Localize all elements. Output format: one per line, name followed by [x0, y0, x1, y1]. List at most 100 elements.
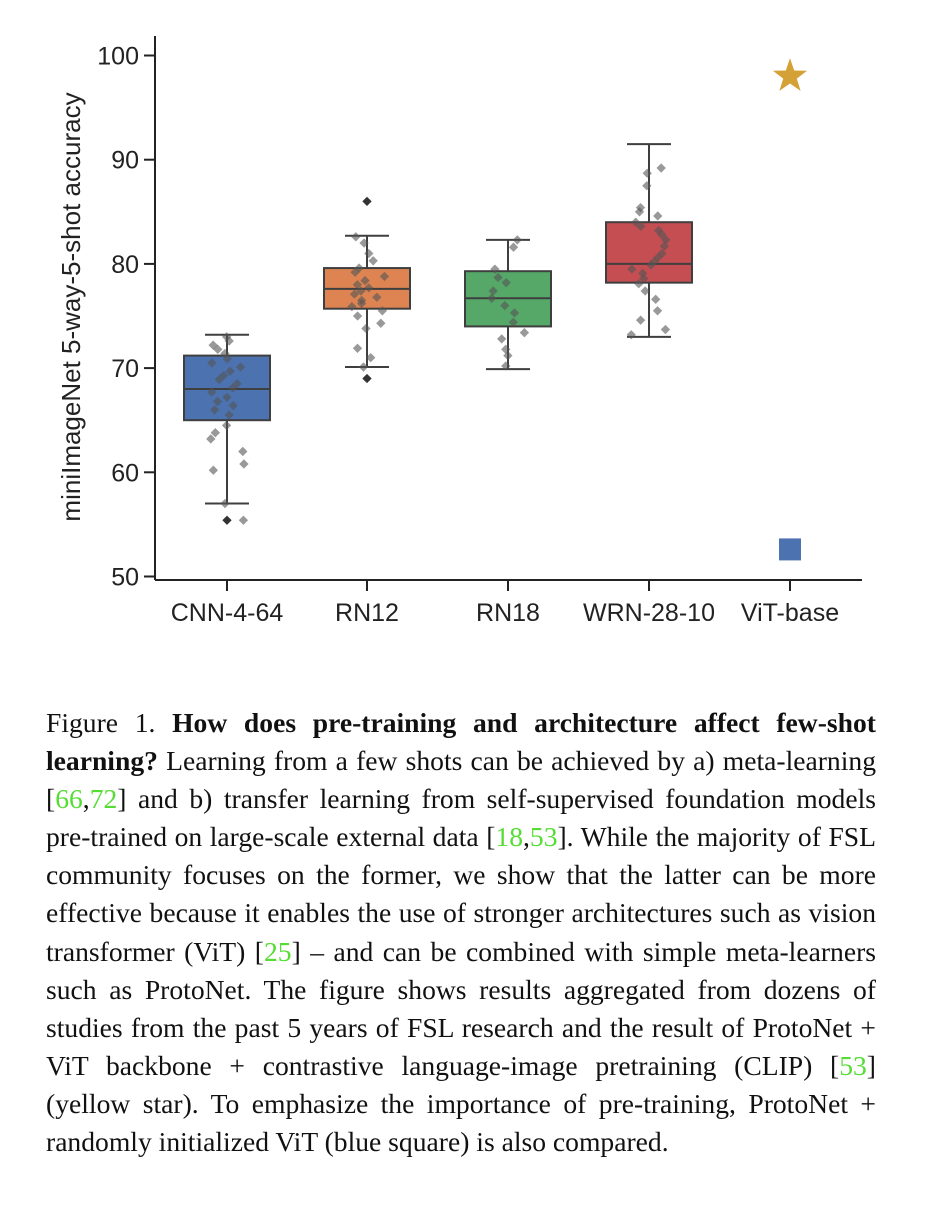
data-point — [366, 353, 376, 363]
x-tick-label: RN18 — [476, 599, 540, 627]
data-point — [358, 362, 369, 372]
citation-link[interactable]: 72 — [89, 783, 118, 815]
data-point — [235, 362, 246, 372]
iqr-box — [605, 221, 693, 284]
y-tick-label: 50 — [111, 564, 139, 592]
data-point — [239, 459, 249, 469]
data-point — [224, 410, 234, 420]
data-point — [207, 387, 217, 397]
data-point — [347, 301, 357, 312]
data-point — [639, 273, 649, 284]
data-point — [500, 300, 510, 311]
data-point — [210, 428, 221, 438]
data-point — [225, 366, 235, 376]
data-point — [206, 434, 216, 444]
data-point — [351, 232, 361, 242]
data-point — [224, 336, 234, 346]
data-point — [488, 286, 498, 296]
outlier-point — [222, 515, 232, 525]
data-point — [238, 515, 249, 525]
figure-caption: Figure 1. How does pre-training and arch… — [46, 704, 876, 1161]
caption-separator: , — [522, 821, 530, 853]
data-point — [221, 420, 232, 431]
box-rn12 — [323, 196, 411, 384]
star-marker — [772, 58, 808, 91]
data-point — [228, 383, 238, 393]
data-point — [651, 294, 661, 304]
data-point — [208, 465, 219, 475]
data-point — [379, 271, 390, 282]
caption-text: Learning from a few shots can be achieve… — [46, 745, 876, 815]
data-point — [364, 248, 374, 259]
caption-text: ] and b) transfer learning from self-sup… — [46, 783, 876, 853]
data-point — [635, 315, 646, 325]
data-point — [493, 272, 503, 283]
outlier-point — [362, 196, 372, 207]
data-point — [519, 328, 530, 338]
citation-link[interactable]: 25 — [264, 935, 292, 967]
y-tick-label: 90 — [111, 147, 139, 175]
data-point — [642, 168, 652, 178]
box-plot-chart: 50 60 70 80 90 100 CNN-4-64 RN12 RN18 WRN-28-10 Vi… — [56, 36, 862, 627]
x-tick-label: ViT-base — [741, 599, 839, 627]
citation-link[interactable]: 53 — [529, 821, 558, 853]
data-point — [212, 396, 223, 407]
chart-axes: 50 60 70 80 90 100 CNN-4-64 RN12 RN18 WRN-28-10 Vi… — [97, 36, 862, 627]
caption-label: Figure 1. — [46, 707, 156, 738]
caption-bold-title: How does pre-training and architecture a… — [46, 707, 876, 777]
y-tick-label: 100 — [97, 43, 139, 71]
data-point — [352, 343, 363, 353]
data-point — [220, 498, 230, 509]
citation-link[interactable]: 66 — [55, 783, 83, 815]
caption-separator: , — [82, 783, 90, 815]
data-point — [364, 283, 374, 293]
data-point — [634, 207, 645, 217]
y-tick-label: 60 — [111, 459, 139, 487]
data-point — [359, 238, 369, 248]
x-tick-label: RN12 — [335, 599, 399, 627]
data-point — [349, 289, 360, 299]
data-point — [501, 277, 511, 288]
outlier-point — [362, 373, 372, 384]
data-point — [352, 311, 363, 321]
data-point — [368, 256, 378, 266]
citation-link[interactable]: 18 — [495, 821, 523, 853]
data-point — [356, 298, 367, 309]
data-point — [659, 241, 670, 251]
data-point — [350, 267, 360, 277]
x-tick-label: CNN-4-64 — [171, 599, 284, 627]
data-point — [661, 235, 671, 245]
y-tick-label: 80 — [111, 251, 139, 279]
data-point — [238, 446, 248, 457]
data-point — [508, 242, 519, 252]
data-point — [497, 334, 507, 344]
data-point — [627, 264, 637, 274]
data-point — [222, 392, 232, 402]
chart-boxes — [183, 143, 693, 525]
box-rn18 — [464, 235, 552, 371]
data-point — [653, 211, 663, 221]
data-point — [508, 317, 518, 327]
data-point — [626, 330, 636, 340]
data-point — [642, 181, 652, 191]
data-point — [636, 221, 646, 232]
iqr-box — [183, 354, 271, 422]
data-point — [634, 279, 644, 289]
data-point — [361, 323, 371, 334]
data-point — [501, 361, 511, 371]
data-point — [652, 306, 663, 316]
box-wrn-28-10 — [605, 143, 693, 340]
data-point — [222, 354, 232, 364]
data-point — [360, 275, 370, 286]
data-point — [214, 374, 224, 385]
square-marker — [779, 538, 801, 561]
caption-text: ]. While the majority of FSL community f… — [46, 821, 876, 967]
chart-markers — [772, 58, 808, 561]
caption-text: ] – and can be combined with simple meta… — [46, 935, 877, 1081]
data-point — [377, 306, 388, 316]
data-point — [656, 163, 666, 173]
data-point — [376, 318, 386, 328]
data-point — [487, 293, 497, 303]
citation-link[interactable]: 53 — [839, 1049, 867, 1081]
data-point — [213, 344, 223, 355]
